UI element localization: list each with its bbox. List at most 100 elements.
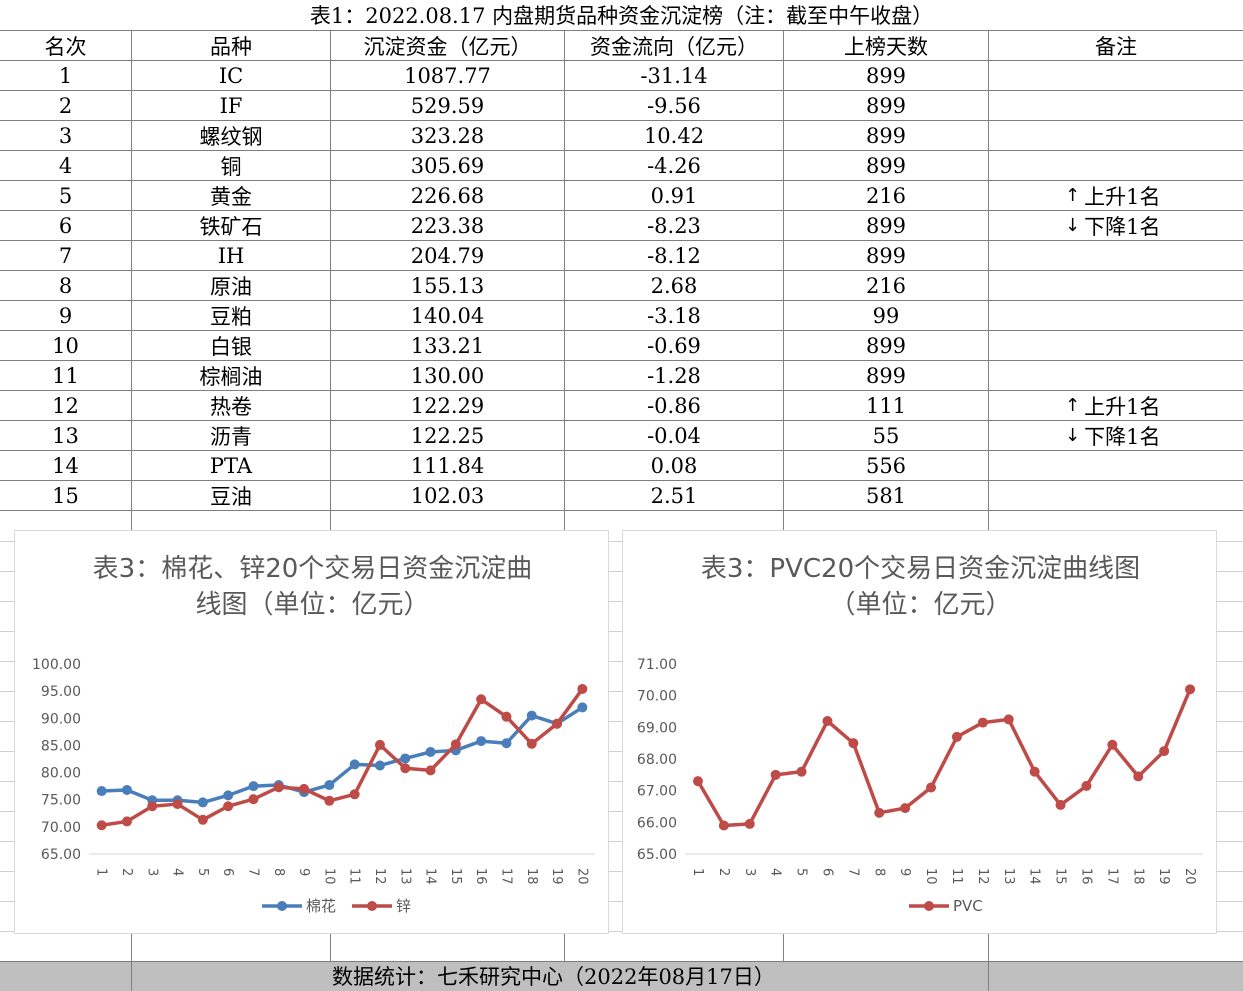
chart2-x-tick-label: 4 (768, 868, 783, 876)
chart2-data-point (1107, 739, 1118, 750)
footer-divider (131, 961, 132, 991)
table-cell-flow: -31.14 (565, 61, 784, 91)
table-cell-rank: 2 (0, 91, 132, 121)
table-cell-fund: 204.79 (331, 241, 565, 271)
table-cell-fund: 323.28 (331, 121, 565, 151)
table-cell-days: 899 (784, 61, 989, 91)
table-cell-fund: 529.59 (331, 91, 565, 121)
table-cell-note (989, 361, 1243, 391)
chart2-x-tick-label: 5 (794, 868, 809, 876)
chart2-data-point (1133, 771, 1144, 782)
chart2-x-tick-label: 3 (742, 868, 757, 876)
chart1-x-tick-label: 14 (423, 868, 438, 885)
table-cell-fund: 111.84 (331, 451, 565, 481)
table-cell-name: 原油 (132, 271, 331, 301)
table-cell-rank: 9 (0, 301, 132, 331)
grid-row-line (0, 871, 1243, 872)
chart2-legend-marker (924, 901, 934, 911)
arrow-up-icon: ↑ (1065, 185, 1081, 206)
table-cell-days: 581 (784, 481, 989, 511)
chart1-data-point (223, 790, 234, 801)
chart2-data-point (822, 716, 833, 726)
chart2-x-tick-label: 2 (716, 868, 731, 876)
chart1-data-point (552, 718, 563, 729)
table-cell-flow: -4.26 (565, 151, 784, 181)
chart-pvc: 表3：PVC20个交易日资金沉淀曲线图 （单位：亿元） 65.00 66.00 67… (622, 530, 1217, 934)
chart1-data-point (374, 760, 385, 771)
table-cell-days: 899 (784, 151, 989, 181)
table-cell-fund: 155.13 (331, 271, 565, 301)
chart2-data-point (770, 769, 781, 780)
table-cell-rank: 11 (0, 361, 132, 391)
chart2-y-tick-label: 66.00 (637, 815, 677, 831)
grid-row-line (0, 571, 1243, 572)
table-cell-days: 111 (784, 391, 989, 421)
grid-row-line (0, 781, 1243, 782)
grid-row-line (0, 751, 1243, 752)
chart-cotton-zinc: 表3：棉花、锌20个交易日资金沉淀曲 线图（单位：亿元） 65.00 70.00 7… (14, 530, 609, 934)
table-cell-flow: -1.28 (565, 361, 784, 391)
table-cell-name: 黄金 (132, 181, 331, 211)
table-cell-fund: 122.25 (331, 421, 565, 451)
chart2-data-point (1185, 684, 1196, 695)
chart2-x-tick-label: 20 (1182, 868, 1197, 885)
chart2-x-tick-label: 1 (690, 868, 705, 876)
note-text: 下降1名 (1084, 424, 1161, 449)
chart1-data-point (273, 782, 284, 793)
chart2-data-point (1159, 746, 1170, 757)
chart1-data-point (121, 784, 132, 795)
arrow-down-icon: ↓ (1065, 425, 1081, 446)
chart1-y-tick-label: 80.00 (41, 766, 81, 782)
header-flow: 资金流向（亿元） (565, 31, 784, 61)
table-cell-flow: -8.23 (565, 211, 784, 241)
chart1-plot: 65.00 70.00 75.00 80.00 85.00 90.00 95.00 100.0… (32, 657, 595, 915)
chart2-data-point (796, 766, 807, 777)
table-cell-fund: 133.21 (331, 331, 565, 361)
table-cell-note: ↑ 上升1名 (989, 391, 1243, 421)
table-cell-rank: 7 (0, 241, 132, 271)
chart2-data-point (926, 782, 937, 793)
table-cell-days: 899 (784, 211, 989, 241)
table-cell-name: 白银 (132, 331, 331, 361)
chart1-x-tick-label: 20 (574, 868, 589, 885)
chart1-data-point (197, 797, 208, 808)
grid-row-line (0, 721, 1243, 722)
footer-divider (988, 961, 989, 991)
chart1-y-tick-label: 100.00 (32, 657, 81, 673)
grid-row-line (0, 661, 1243, 662)
table-cell-rank: 1 (0, 61, 132, 91)
chart2-x-tick-label: 9 (897, 868, 912, 876)
chart1-title-line1: 表3：棉花、锌20个交易日资金沉淀曲 (92, 554, 533, 584)
chart2-x-tick-label: 7 (845, 868, 860, 876)
chart1-data-point (400, 763, 411, 774)
chart2-x-tick-label: 19 (1156, 868, 1171, 885)
chart2-data-point (718, 820, 729, 831)
grid-row-line (0, 931, 1243, 932)
table-cell-rank: 6 (0, 211, 132, 241)
chart2-y-tick-label: 67.00 (637, 784, 677, 800)
chart1-x-tick-label: 8 (271, 868, 286, 876)
table-cell-days: 216 (784, 271, 989, 301)
table-cell-note (989, 331, 1243, 361)
chart2-title-line2: （单位：亿元） (829, 590, 1012, 620)
table-cell-flow: -0.69 (565, 331, 784, 361)
chart1-x-tick-label: 7 (245, 868, 260, 876)
chart2-x-tick-label: 10 (923, 868, 938, 885)
chart1-data-point (349, 759, 360, 770)
arrow-down-icon: ↓ (1065, 215, 1081, 236)
grid-row-line (0, 541, 1243, 542)
table-cell-name: 热卷 (132, 391, 331, 421)
table-cell-name: 铜 (132, 151, 331, 181)
chart1-data-point (248, 781, 259, 792)
chart1-x-tick-label: 13 (397, 868, 412, 885)
chart2-data-point (744, 818, 755, 829)
chart1-y-tick-label: 75.00 (41, 793, 81, 809)
chart1-data-point (577, 702, 588, 713)
chart2-data-point (977, 717, 988, 728)
chart2-y-tick-label: 69.00 (637, 720, 677, 736)
chart1-x-tick-label: 2 (119, 868, 134, 876)
chart1-data-point (349, 789, 360, 800)
header-days: 上榜天数 (784, 31, 989, 61)
